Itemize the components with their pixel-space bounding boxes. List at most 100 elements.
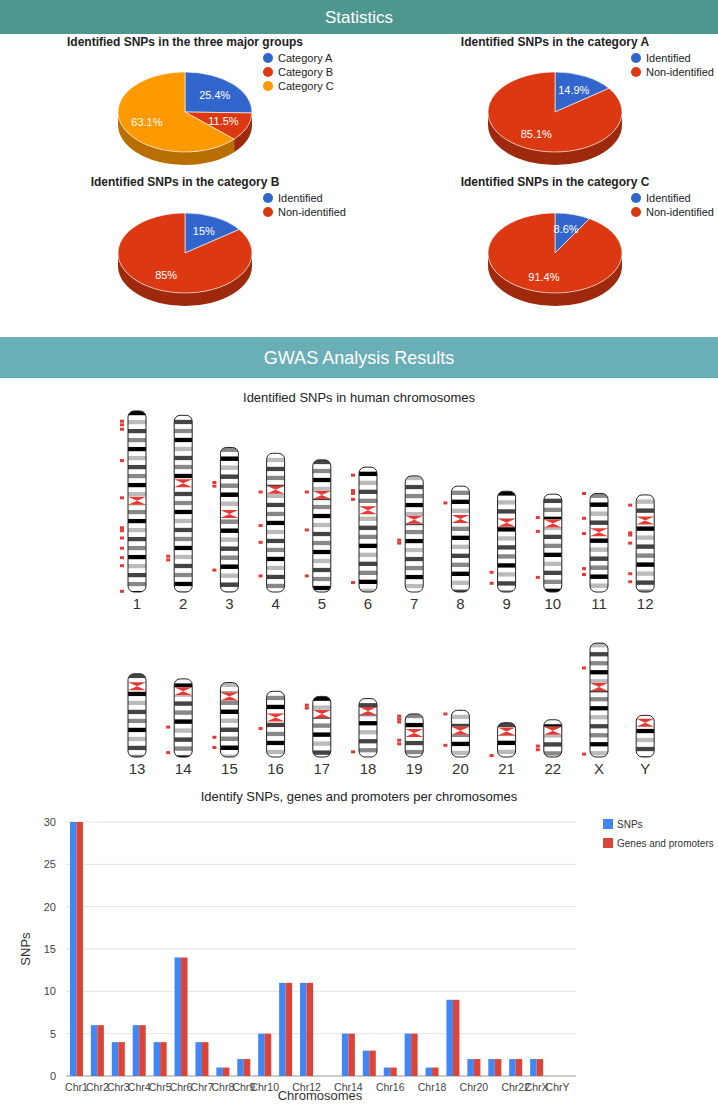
chromosome-outline	[544, 720, 562, 757]
legend-marker	[631, 67, 641, 77]
bar	[154, 1042, 161, 1076]
band	[636, 562, 654, 567]
band	[359, 476, 377, 481]
band	[174, 546, 192, 551]
band	[636, 576, 654, 581]
band	[267, 727, 285, 732]
band	[498, 559, 516, 564]
centromere	[590, 532, 608, 536]
tick-label: Chr10	[250, 1081, 279, 1093]
band	[313, 701, 331, 706]
snp-mark	[212, 481, 216, 484]
tick-label: Chr6	[170, 1081, 193, 1093]
chromosome-body	[128, 674, 146, 757]
legend-marker	[631, 207, 641, 217]
chromosome-outline	[174, 679, 192, 757]
centromere	[267, 490, 285, 494]
band	[128, 474, 146, 479]
bar	[474, 1059, 481, 1076]
band	[128, 442, 146, 447]
tick-label: Chr2	[86, 1081, 109, 1093]
bar	[70, 822, 77, 1076]
legend-marker	[263, 53, 273, 63]
band	[313, 728, 331, 733]
band	[313, 469, 331, 474]
band	[174, 532, 192, 537]
chromosome	[313, 460, 331, 592]
band	[451, 491, 469, 496]
chromosome-body	[636, 715, 654, 757]
bar	[133, 1025, 140, 1076]
band	[313, 750, 331, 755]
band	[405, 543, 423, 548]
tick-label: Chr1	[65, 1081, 88, 1093]
snp-mark	[259, 490, 263, 493]
band	[544, 499, 562, 504]
band	[128, 424, 146, 429]
band	[128, 723, 146, 728]
band	[498, 736, 516, 741]
band	[498, 745, 516, 750]
chart-title: Identified SNPs in the three major group…	[67, 35, 303, 49]
band	[405, 494, 423, 499]
centromere	[405, 520, 423, 524]
bar	[384, 1068, 391, 1076]
band	[590, 706, 608, 711]
band	[590, 507, 608, 512]
band	[636, 526, 654, 531]
band	[313, 572, 331, 577]
chromosome-outline	[498, 491, 516, 592]
band	[220, 737, 238, 742]
snp-mark	[212, 569, 216, 572]
bar	[202, 1042, 209, 1076]
bar	[112, 1042, 119, 1076]
bar	[558, 1076, 565, 1077]
band	[220, 732, 238, 737]
band	[267, 530, 285, 535]
chromosome	[405, 476, 423, 592]
band	[174, 429, 192, 434]
band	[128, 420, 146, 425]
band	[128, 550, 146, 555]
band	[636, 508, 654, 513]
band	[174, 719, 192, 724]
centromere	[220, 514, 238, 518]
centromere	[451, 519, 469, 523]
snp-mark	[628, 580, 632, 583]
bar	[195, 1042, 202, 1076]
centromere-bg	[544, 519, 562, 527]
centromere	[498, 727, 516, 731]
band	[405, 530, 423, 535]
band	[636, 747, 654, 752]
band	[636, 729, 654, 734]
band	[590, 511, 608, 516]
chromosome	[590, 493, 608, 592]
band	[405, 736, 423, 741]
snp-mark	[166, 751, 170, 754]
band	[128, 714, 146, 719]
band	[174, 460, 192, 465]
centromere	[267, 718, 285, 722]
band	[405, 539, 423, 544]
band	[174, 568, 192, 573]
band	[405, 534, 423, 539]
snp-mark	[120, 496, 124, 499]
band	[174, 733, 192, 738]
chromosome-outline	[313, 460, 331, 592]
band	[405, 498, 423, 503]
band	[267, 570, 285, 575]
chromosome	[174, 679, 192, 757]
tick-label: Chr7	[191, 1081, 214, 1093]
band	[267, 552, 285, 557]
band	[359, 721, 377, 726]
band	[128, 537, 146, 542]
band	[220, 723, 238, 728]
band	[498, 750, 516, 755]
band	[174, 697, 192, 702]
band	[267, 539, 285, 544]
band	[359, 735, 377, 740]
band	[359, 530, 377, 535]
centromere	[128, 686, 146, 690]
band	[267, 700, 285, 705]
band	[544, 508, 562, 513]
